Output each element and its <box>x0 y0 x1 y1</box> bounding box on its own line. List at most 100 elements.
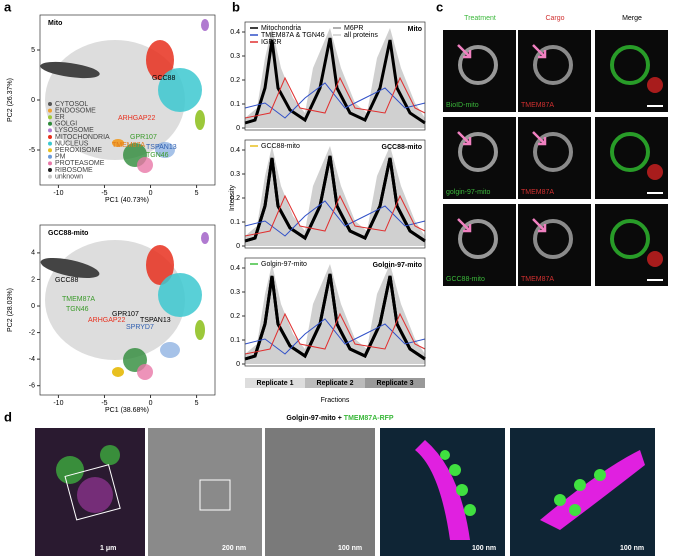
cargo-label: TMEM87A <box>521 102 554 109</box>
legend-swatch <box>48 115 52 120</box>
legend-label: PM <box>55 154 66 161</box>
annotation: TGN46 <box>66 306 89 313</box>
y-tick-label: 0 <box>31 303 35 310</box>
micrograph <box>443 117 516 199</box>
legend-label: M6PR <box>344 25 363 32</box>
replicate-bar <box>245 378 305 388</box>
scale-bar-label: 100 nm <box>338 545 362 552</box>
legend-label: IGF2R <box>261 39 282 46</box>
scatter-plot: GCC88-mito PC2 (28.03%) PC1 (38.68%) GCC… <box>7 224 216 414</box>
title-highlight: TMEM87A-RFP <box>344 415 394 422</box>
x-tick-label: -5 <box>101 190 107 197</box>
replicate-label: Replicate 3 <box>377 380 414 387</box>
micrograph <box>595 30 668 112</box>
legend-swatch <box>48 168 52 172</box>
legend-label: Mitochondria <box>261 25 301 32</box>
x-tick-label: 5 <box>195 190 199 197</box>
treatment-label: GCC88-mito <box>446 276 485 283</box>
x-tick-label: -5 <box>101 400 107 407</box>
panel-label: c <box>436 0 443 14</box>
annotation: TMEM87A <box>62 296 95 303</box>
y-tick-label: 0 <box>236 243 240 250</box>
legend-label: PEROXISOME <box>55 147 102 154</box>
title-part: Golgin-97-mito + <box>286 415 341 422</box>
y-axis-label: Intensity <box>229 184 236 211</box>
legend-label: all proteins <box>344 32 378 39</box>
y-tick-label: 0.1 <box>230 101 240 108</box>
annotation: GPR107 <box>130 134 157 141</box>
annotation: TGN46 <box>146 152 169 159</box>
y-tick-label: 0.2 <box>230 77 240 84</box>
cell-signal <box>533 45 573 85</box>
y-tick-label: 0.1 <box>230 219 240 226</box>
legend-label: LYSOSOME <box>55 127 94 134</box>
y-tick-label: 5 <box>31 47 35 54</box>
y-tick-label: 0.4 <box>230 147 240 154</box>
column-header: Cargo <box>545 15 564 22</box>
panel-title: Golgin-97-mito + TMEM87A-RFP <box>286 415 393 422</box>
image-strip <box>35 428 655 556</box>
x-tick-label: -10 <box>53 400 63 407</box>
annotation: GPR107 <box>112 311 139 318</box>
plot-frame <box>244 257 426 367</box>
treatment-label: golgin-97-mito <box>446 189 490 196</box>
cell-signal <box>647 77 663 93</box>
annotation: ARHGAP22 <box>88 317 125 324</box>
cell-signal <box>458 45 498 85</box>
y-tick-label: 0.3 <box>230 289 240 296</box>
arrow <box>457 44 472 59</box>
y-tick-label: 0.2 <box>230 195 240 202</box>
plot-title: Golgin-97-mito <box>373 262 422 269</box>
legend: CYTOSOLENDOSOMEERGOLGILYSOSOMEMITOCHONDR… <box>48 101 110 180</box>
legend-label: PROTEASOME <box>55 160 105 167</box>
annotation: TMEM87A <box>112 142 145 149</box>
y-axis-label: PC2 (28.03%) <box>7 288 14 332</box>
replicate-bar <box>305 378 365 388</box>
legend-swatch <box>48 154 52 159</box>
micrograph <box>518 30 591 112</box>
annotation: GCC88 <box>152 75 175 82</box>
legend-label: RIBOSOME <box>55 167 93 174</box>
legend-label: TMEM87A & TGN46 <box>261 32 325 39</box>
scale-bar-label: 1 μm <box>100 545 116 552</box>
arrow <box>532 44 547 59</box>
legend-label: unknown <box>55 173 83 180</box>
cell-signal <box>458 132 498 172</box>
line-plot: GCC88-mito 0 0.1 0.2 0.3 0.4 GCC88-mito <box>230 139 427 250</box>
panel-label: a <box>4 0 12 14</box>
legend-swatch <box>48 102 52 106</box>
legend-swatch <box>48 108 52 113</box>
column-header: Treatment <box>464 15 496 22</box>
scale-bar-label: 100 nm <box>620 545 644 552</box>
legend-label: Golgin-97-mito <box>261 261 307 268</box>
plot-title: GCC88-mito <box>382 144 422 151</box>
y-tick-label: -5 <box>29 147 35 154</box>
legend-swatch <box>48 141 52 146</box>
cell-signal <box>610 45 650 85</box>
cell-signal <box>647 251 663 267</box>
panel-label: b <box>232 0 240 14</box>
micrograph <box>595 204 668 286</box>
y-tick-label: 0 <box>236 125 240 132</box>
arrow <box>457 218 472 233</box>
legend-label: ER <box>55 114 65 121</box>
y-tick-label: -4 <box>29 356 35 363</box>
legend-swatch <box>48 161 52 166</box>
plot-frame <box>244 139 426 249</box>
y-tick-label: 0.4 <box>230 265 240 272</box>
legend-swatch <box>48 128 52 133</box>
x-axis-label: Fractions <box>321 397 350 404</box>
x-axis-label: PC1 (40.73%) <box>105 197 149 204</box>
y-axis-label: PC2 (26.37%) <box>7 78 14 122</box>
y-tick-label: -6 <box>29 383 35 390</box>
y-tick-label: 0 <box>31 97 35 104</box>
x-tick-label: 0 <box>149 190 153 197</box>
treatment-label: BioID-mito <box>446 102 479 109</box>
micrograph <box>443 30 516 112</box>
micrograph-grid: Treatment Cargo Merge BioID-mito TMEM87A golg… <box>443 15 668 286</box>
scatter-plot: Mito PC2 (26.37%) PC1 (40.73%) GCC88 ARH… <box>7 14 216 204</box>
line-plot: Golgin-97-mito 0 0.1 0.2 0.3 0.4 Golgin-97-mit… <box>230 257 427 368</box>
x-tick-label: -10 <box>53 190 63 197</box>
legend-label: CYTOSOL <box>55 101 88 108</box>
